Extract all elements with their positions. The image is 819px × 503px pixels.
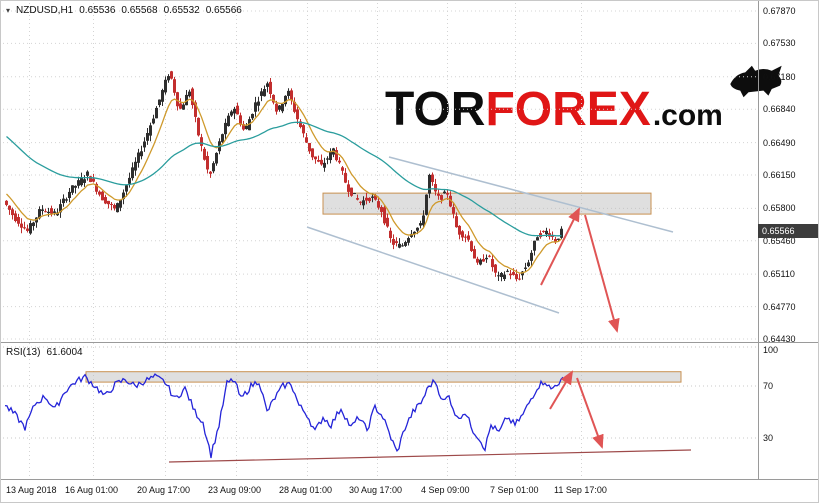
ohlc-readout: ▾ NZDUSD,H1 0.65536 0.65568 0.65532 0.65… bbox=[6, 5, 242, 16]
rsi-indicator-label: RSI(13) 61.6004 bbox=[6, 347, 83, 358]
time-axis-label: 30 Aug 17:00 bbox=[349, 485, 403, 495]
symbol-period: NZDUSD,H1 bbox=[16, 5, 74, 16]
time-axis-label: 20 Aug 17:00 bbox=[137, 485, 191, 495]
rsi-axis-label: 70 bbox=[763, 381, 774, 391]
forecast-arrow bbox=[576, 377, 604, 449]
time-axis-label: 28 Aug 01:00 bbox=[279, 485, 333, 495]
ohlc-low: 0.65532 bbox=[163, 5, 200, 16]
rsi-axis-label: 30 bbox=[763, 433, 774, 443]
bull-bear-logo-icon bbox=[727, 59, 785, 99]
price-axis-label: 0.65110 bbox=[763, 269, 795, 280]
rsi-line bbox=[4, 373, 564, 459]
rsi-axis-label: 100 bbox=[763, 345, 779, 355]
price-axis-label: 0.67180 bbox=[763, 71, 796, 82]
ma-slow-line bbox=[6, 121, 562, 237]
price-axis-label: 0.64770 bbox=[763, 301, 796, 312]
forecast-arrow bbox=[540, 207, 580, 286]
rsi-overbought-zone bbox=[85, 371, 682, 383]
channel-line bbox=[306, 226, 560, 314]
rsi-trend-line bbox=[168, 449, 692, 463]
rsi-value: 61.6004 bbox=[46, 347, 83, 358]
time-axis-label: 11 Sep 17:00 bbox=[554, 485, 607, 495]
price-axis-label: 0.67870 bbox=[763, 6, 796, 16]
price-axis-label: 0.65460 bbox=[763, 235, 796, 246]
time-axis[interactable]: 13 Aug 2018 16 Aug 01:00 20 Aug 17:00 23 Au… bbox=[1, 480, 818, 502]
watermark-com: .com bbox=[652, 99, 723, 132]
time-axis-label: 7 Sep 01:00 bbox=[490, 485, 539, 495]
ohlc-open: 0.65536 bbox=[79, 5, 116, 16]
price-axis-label: 0.64430 bbox=[763, 334, 796, 344]
time-axis-label: 23 Aug 09:00 bbox=[208, 485, 262, 495]
time-axis-label: 13 Aug 2018 bbox=[6, 485, 57, 495]
price-axis-label: 0.66150 bbox=[763, 170, 796, 180]
forecast-arrow bbox=[549, 370, 574, 410]
price-axis-label: 0.65800 bbox=[763, 203, 796, 214]
rsi-name: RSI(13) bbox=[6, 347, 41, 358]
price-axis-label: 0.66490 bbox=[763, 137, 796, 148]
ohlc-high: 0.65568 bbox=[121, 5, 158, 16]
price-axis-label: 0.67530 bbox=[763, 38, 796, 49]
price-axis-label: 0.66840 bbox=[763, 104, 796, 115]
time-axis-label: 16 Aug 01:00 bbox=[65, 485, 119, 495]
ohlc-close: 0.65566 bbox=[205, 5, 242, 16]
forecast-arrow bbox=[584, 214, 620, 333]
ma-fast-line bbox=[6, 98, 562, 274]
chart-marker-icon: ▾ bbox=[6, 6, 11, 15]
current-price-badge: 0.65566 bbox=[758, 223, 818, 238]
channel-line bbox=[388, 156, 674, 233]
time-axis-label: 4 Sep 09:00 bbox=[421, 485, 470, 495]
price-axis[interactable]: 0.65566 0.67870 0.67530 0.67180 0.66840 0.66… bbox=[758, 1, 818, 479]
